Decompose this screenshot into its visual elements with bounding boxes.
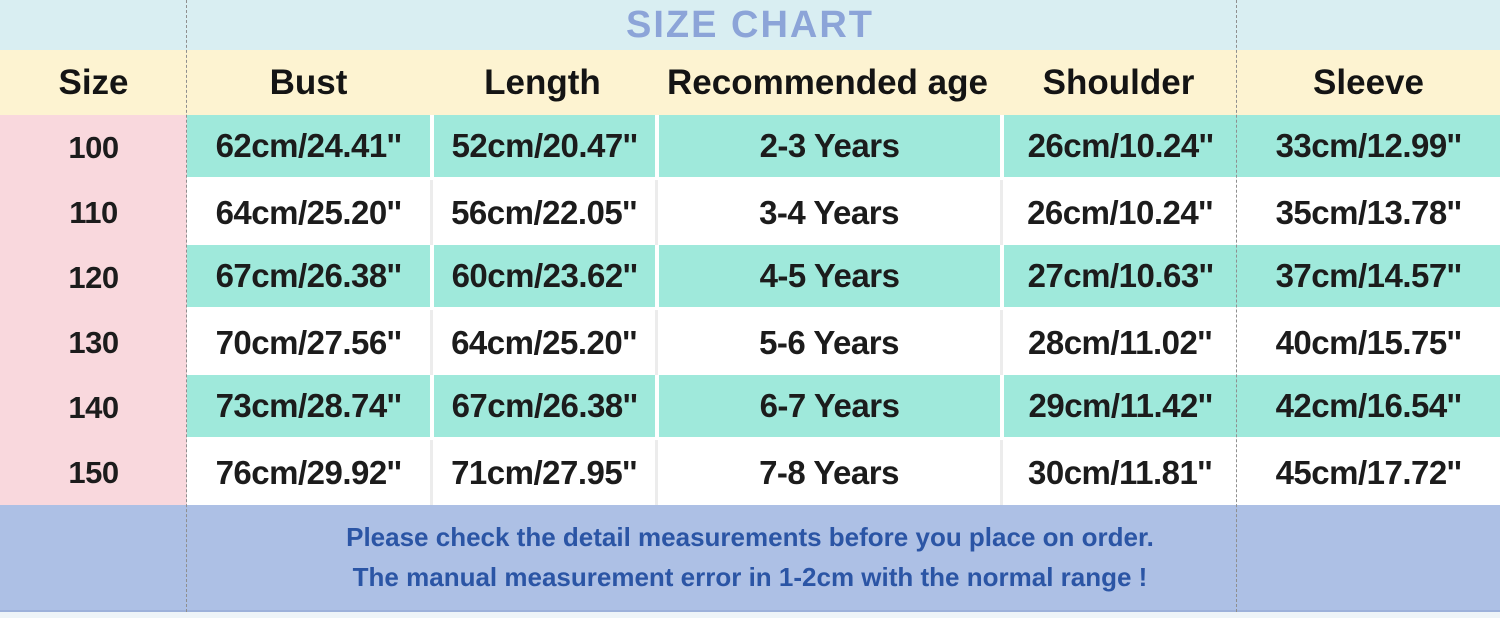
recommended-age-value: 2-3 Years — [655, 115, 1000, 180]
footer-note-line1: Please check the detail measurements bef… — [346, 522, 1154, 553]
column-header-shoulder: Shoulder — [1042, 62, 1195, 102]
sleeve-value: 42cm/16.54'' — [1237, 375, 1500, 440]
title-band: SIZE CHART — [0, 0, 1500, 50]
table-row: 130 70cm/27.56'' 64cm/25.20'' 5-6 Years … — [0, 310, 1500, 375]
column-header-recommended-age: Recommended age — [667, 62, 988, 102]
size-value: 110 — [0, 180, 187, 245]
table-row: 100 62cm/24.41'' 52cm/20.47'' 2-3 Years … — [0, 115, 1500, 180]
length-value: 60cm/23.62'' — [430, 245, 655, 310]
dashed-divider-left — [186, 0, 187, 612]
recommended-age-value: 7-8 Years — [655, 440, 1000, 505]
recommended-age-value: 4-5 Years — [655, 245, 1000, 310]
size-value: 120 — [0, 245, 187, 310]
recommended-age-value: 3-4 Years — [655, 180, 1000, 245]
size-value: 140 — [0, 375, 187, 440]
sleeve-value: 40cm/15.75'' — [1237, 310, 1500, 375]
footer-note: Please check the detail measurements bef… — [0, 505, 1500, 612]
table-row: 120 67cm/26.38'' 60cm/23.62'' 4-5 Years … — [0, 245, 1500, 310]
table-row: 140 73cm/28.74'' 67cm/26.38'' 6-7 Years … — [0, 375, 1500, 440]
size-value: 150 — [0, 440, 187, 505]
table-header-row: Size Bust Length Recommended age Shoulde… — [0, 50, 1500, 115]
sleeve-value: 45cm/17.72'' — [1237, 440, 1500, 505]
length-value: 71cm/27.95'' — [430, 440, 655, 505]
shoulder-value: 28cm/11.02'' — [1000, 310, 1237, 375]
shoulder-value: 26cm/10.24'' — [1000, 115, 1237, 180]
recommended-age-value: 6-7 Years — [655, 375, 1000, 440]
bust-value: 73cm/28.74'' — [187, 375, 430, 440]
bottom-strip — [0, 612, 1500, 618]
length-value: 52cm/20.47'' — [430, 115, 655, 180]
size-value: 100 — [0, 115, 187, 180]
sleeve-value: 33cm/12.99'' — [1237, 115, 1500, 180]
bust-value: 62cm/24.41'' — [187, 115, 430, 180]
column-header-sleeve: Sleeve — [1313, 62, 1424, 102]
shoulder-value: 26cm/10.24'' — [1000, 180, 1237, 245]
sleeve-value: 35cm/13.78'' — [1237, 180, 1500, 245]
shoulder-value: 30cm/11.81'' — [1000, 440, 1237, 505]
footer-note-line2: The manual measurement error in 1-2cm wi… — [352, 561, 1148, 592]
column-header-length: Length — [484, 62, 601, 102]
dashed-divider-right — [1236, 0, 1237, 612]
length-value: 64cm/25.20'' — [430, 310, 655, 375]
table-row: 150 76cm/29.92'' 71cm/27.95'' 7-8 Years … — [0, 440, 1500, 505]
table-row: 110 64cm/25.20'' 56cm/22.05'' 3-4 Years … — [0, 180, 1500, 245]
length-value: 56cm/22.05'' — [430, 180, 655, 245]
bust-value: 70cm/27.56'' — [187, 310, 430, 375]
size-value: 130 — [0, 310, 187, 375]
shoulder-value: 29cm/11.42'' — [1000, 375, 1237, 440]
recommended-age-value: 5-6 Years — [655, 310, 1000, 375]
sleeve-value: 37cm/14.57'' — [1237, 245, 1500, 310]
column-header-size: Size — [58, 62, 129, 102]
chart-title: SIZE CHART — [626, 4, 874, 46]
length-value: 67cm/26.38'' — [430, 375, 655, 440]
bust-value: 67cm/26.38'' — [187, 245, 430, 310]
bust-value: 64cm/25.20'' — [187, 180, 430, 245]
bust-value: 76cm/29.92'' — [187, 440, 430, 505]
shoulder-value: 27cm/10.63'' — [1000, 245, 1237, 310]
column-header-bust: Bust — [269, 62, 348, 102]
